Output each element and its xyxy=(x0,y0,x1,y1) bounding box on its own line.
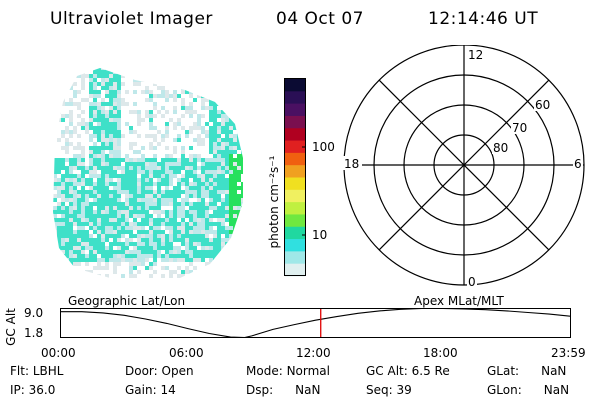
lat-label-70: 70 xyxy=(512,121,527,135)
polar-axis-diagonal-2 xyxy=(378,79,550,251)
lat-label-60: 60 xyxy=(535,98,550,112)
timeline-xtick-1: 06:00 xyxy=(169,346,204,360)
timeline-chart xyxy=(60,308,571,339)
colorbar-cell xyxy=(285,189,305,203)
date-label: 04 Oct 07 xyxy=(276,9,364,29)
seq-value: 39 xyxy=(396,383,412,397)
status-seq: Seq: 39 xyxy=(366,383,412,397)
colorbar-tick-100: 100 xyxy=(312,140,335,154)
timeline-xtick-4: 23:59 xyxy=(551,346,586,360)
status-door: Door: Open xyxy=(125,364,194,378)
colorbar-cell xyxy=(285,152,305,166)
color-bar xyxy=(284,78,306,277)
mlt-label-left: 18 xyxy=(344,157,359,171)
colorbar-unit-label: photon cm⁻²s⁻¹ xyxy=(267,155,281,249)
colorbar-cell xyxy=(285,226,305,240)
colorbar-cell xyxy=(285,115,305,129)
flt-value: LBHL xyxy=(32,364,64,378)
colorbar-cell xyxy=(285,239,305,252)
time-label: 12:14:46 UT xyxy=(428,9,539,29)
status-glon: GLon: NaN xyxy=(487,383,570,397)
timeline-right-title: Apex MLat/MLT xyxy=(414,294,504,308)
lat-label-80: 80 xyxy=(493,141,508,155)
timeline-xtick-0: 00:00 xyxy=(41,346,76,360)
mlt-label-bottom: 0 xyxy=(468,275,476,289)
dsp-value: NaN xyxy=(295,383,321,397)
mlt-label-right: 6 xyxy=(574,157,582,171)
glon-value: NaN xyxy=(543,383,570,397)
colorbar-cell xyxy=(285,103,305,117)
timeline-left-title: Geographic Lat/Lon xyxy=(68,294,186,308)
ip-value: 36.0 xyxy=(28,383,56,397)
glat-value: NaN xyxy=(541,364,567,378)
colorbar-cell xyxy=(285,128,305,142)
colorbar-tick-10: 10 xyxy=(312,228,328,242)
colorbar-cell xyxy=(285,202,305,215)
gcalt-value: 6.5 Re xyxy=(411,364,450,378)
door-value: Open xyxy=(161,364,194,378)
timeline-xtick-3: 18:00 xyxy=(423,346,458,360)
mode-value: Normal xyxy=(286,364,330,378)
colorbar-cell xyxy=(285,263,305,277)
colorbar-cell xyxy=(285,165,305,178)
status-ip: IP: 36.0 xyxy=(10,383,56,397)
status-mode: Mode: Normal xyxy=(246,364,330,378)
colorbar-cell xyxy=(285,140,305,154)
colorbar-cell xyxy=(285,214,305,228)
uv-image xyxy=(53,68,243,278)
timeline-ytick-top: 9.0 xyxy=(24,306,44,320)
polar-plot: 12 18 6 0 60 70 80 xyxy=(342,45,585,289)
colorbar-cell xyxy=(285,177,305,191)
colorbar-cell xyxy=(285,251,305,265)
timeline-xtick-2: 12:00 xyxy=(296,346,331,360)
mlt-label-top: 12 xyxy=(468,48,483,62)
status-gcalt: GC Alt: 6.5 Re xyxy=(366,364,450,378)
timeline-ylabel: GC Alt xyxy=(4,308,18,346)
status-dsp: Dsp: NaN xyxy=(246,383,321,397)
status-gain: Gain: 14 xyxy=(125,383,176,397)
status-glat: GLat: NaN xyxy=(487,364,567,378)
colorbar-cell xyxy=(285,79,305,92)
gain-value: 14 xyxy=(160,383,176,397)
instrument-title: Ultraviolet Imager xyxy=(50,9,213,29)
timeline-series-line xyxy=(60,308,571,339)
status-flt: Flt: LBHL xyxy=(10,364,64,378)
timeline-ytick-bottom: 1.8 xyxy=(24,326,44,340)
colorbar-cell xyxy=(285,91,305,105)
